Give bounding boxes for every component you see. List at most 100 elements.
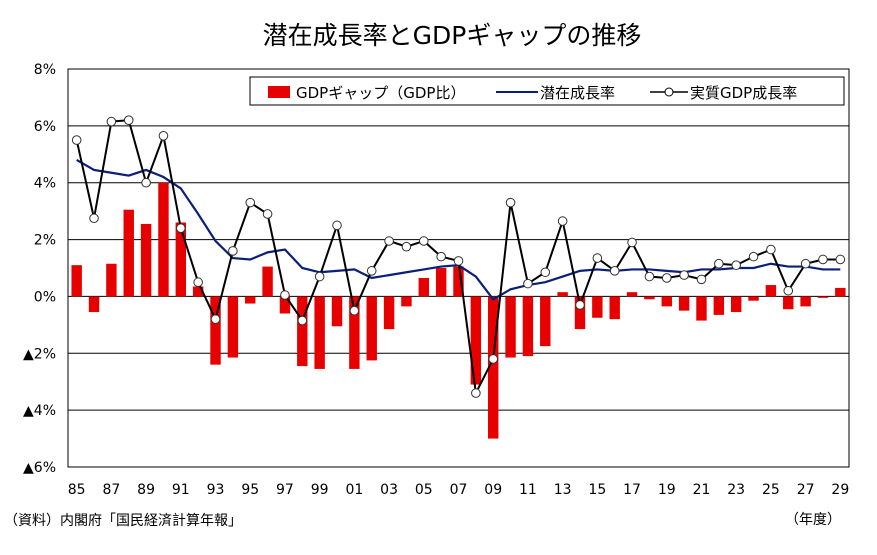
x-tick-label: 21 (693, 482, 711, 498)
real-gdp-growth-point (89, 213, 99, 224)
real-gdp-growth-point (471, 388, 481, 398)
bar-series (71, 182, 846, 439)
x-tick-label: 13 (554, 482, 572, 498)
gdp-gap-bar (123, 209, 134, 297)
x-tick-label: 11 (519, 482, 537, 498)
y-tick-label: 4% (34, 176, 56, 192)
gdp-gap-bar (210, 296, 221, 365)
gdp-gap-bar (314, 296, 325, 369)
real-gdp-growth-point (418, 236, 429, 246)
real-gdp-growth-point (575, 300, 585, 310)
y-tick-label: 8% (34, 62, 56, 78)
real-gdp-growth-point (766, 244, 776, 255)
gdp-gap-bar (800, 296, 811, 307)
gdp-gap-bar (713, 296, 725, 315)
real-gdp-growth-point (314, 271, 325, 282)
chart-title: 潜在成長率とGDPギャップの推移 (263, 21, 642, 50)
gdp-gap-bar (488, 296, 499, 439)
gdp-gap-bar (71, 265, 82, 297)
gdp-gap-bar (140, 223, 152, 297)
real-gdp-growth-point (540, 267, 551, 278)
y-axis: 8% 6% 4% 2% 0% ▲2% ▲4% ▲6% (23, 62, 56, 476)
gdp-gap-bar (626, 292, 638, 297)
gdp-gap-bar (245, 296, 256, 304)
gdp-gap-bar (106, 263, 117, 297)
real-gdp-growth-point (488, 354, 499, 364)
real-gdp-growth-point (210, 314, 221, 324)
real-gdp-growth-point (297, 315, 308, 326)
gdp-gap-bar (366, 296, 377, 361)
y-tick-label: ▲2% (23, 346, 56, 362)
y-tick-label: ▲6% (23, 460, 56, 476)
x-tick-label: 99 (311, 482, 329, 498)
real-gdp-growth-point (106, 116, 117, 127)
real-gdp-growth-point (141, 177, 151, 188)
real-gdp-growth-point (436, 251, 446, 262)
x-tick-label: 05 (415, 482, 433, 498)
legend-swatch-gdp-gap (268, 86, 290, 98)
gdp-gap-bar (748, 296, 759, 301)
gdp-gap-bar (522, 296, 534, 357)
real-gdp-growth-point (123, 115, 134, 125)
real-gdp-growth-point (835, 254, 846, 265)
gdp-gap-bar (383, 296, 395, 330)
gdp-gap-bar (609, 296, 620, 320)
x-tick-label: 29 (831, 482, 849, 498)
legend-box (249, 76, 845, 106)
real-gdp-growth-point (800, 258, 811, 269)
x-tick-label: 03 (380, 482, 398, 498)
real-gdp-growth-point (505, 197, 516, 208)
real-gdp-growth-point (453, 256, 464, 266)
gdp-gap-bar (540, 296, 551, 347)
real-gdp-growth-point (592, 253, 603, 263)
legend-label-potential: 潜在成長率 (540, 84, 615, 102)
x-tick-label: 23 (727, 482, 745, 498)
gdp-gap-bar (175, 222, 187, 297)
x-tick-label: 25 (762, 482, 780, 498)
gdp-gap-bar (227, 296, 239, 358)
y-tick-label: 2% (34, 233, 56, 249)
real-gdp-growth-point (696, 274, 707, 285)
real-gdp-growth-point (731, 260, 741, 270)
real-gdp-growth-point (280, 290, 290, 300)
gdp-gap-bar (661, 296, 672, 307)
real-gdp-growth-point (783, 285, 794, 296)
real-gdp-growth-point (193, 277, 203, 288)
gdp-gap-bar (158, 182, 169, 297)
real-gdp-growth-point (661, 273, 672, 283)
gdp-gap-bar (88, 296, 100, 313)
real-gdp-growth-point (158, 131, 169, 141)
gdp-gap-bar (262, 266, 273, 297)
gdp-gap-bar (644, 296, 655, 300)
real-gdp-growth-point (818, 254, 828, 265)
gdp-gap-bar (192, 286, 204, 297)
real-gdp-growth-point (627, 237, 637, 248)
gdp-gap-bar (696, 296, 707, 321)
real-gdp-growth-point (748, 251, 759, 262)
legend-label-gdp-gap: GDPギャップ（GDP比） (296, 84, 465, 102)
real-gdp-growth-point (401, 241, 412, 252)
y-tick-label: ▲4% (23, 403, 56, 419)
real-gdp-growth-point (176, 223, 186, 233)
legend-label-real-gdp: 実質GDP成長率 (690, 84, 797, 102)
real-gdp-growth-point (609, 266, 620, 276)
real-gdp-growth-point (71, 135, 82, 145)
x-tick-label: 95 (241, 482, 259, 498)
x-tick-label: 87 (102, 482, 120, 498)
real-gdp-growth-point (557, 216, 568, 226)
gdp-gap-bar (592, 296, 603, 318)
real-gdp-growth-point (384, 236, 394, 246)
x-tick-label: 89 (137, 482, 155, 498)
real-gdp-growth-point (349, 305, 360, 316)
x-tick-label: 97 (276, 482, 294, 498)
real-gdp-growth-point (366, 266, 377, 276)
gdp-gap-bar (435, 268, 447, 297)
x-tick-label: 91 (172, 482, 190, 498)
real-gdp-growth-point (262, 209, 273, 219)
gdp-gap-bar (279, 296, 291, 314)
gdp-gap-bar (470, 296, 482, 385)
source-note: （資料）内閣府「国民経済計算年報」 (4, 513, 242, 529)
gdp-gap-bar (331, 296, 343, 327)
